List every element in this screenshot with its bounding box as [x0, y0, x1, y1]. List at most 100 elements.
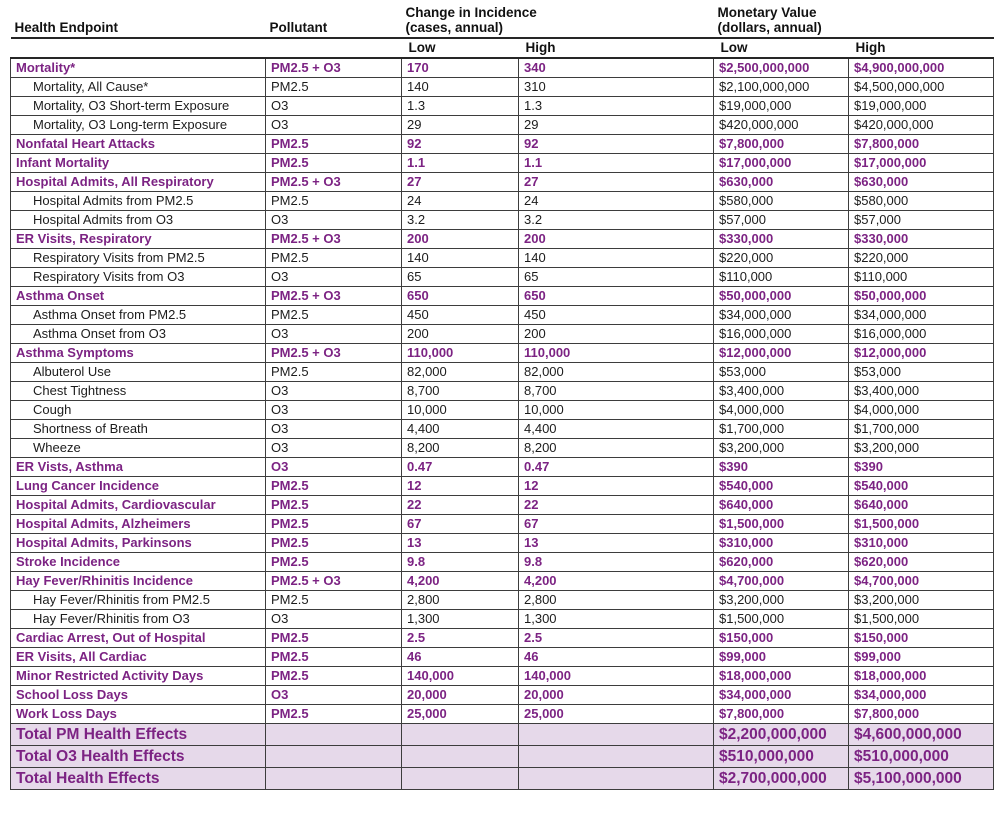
incidence-low-cell: 92	[401, 134, 519, 154]
monetary-high-cell: $4,000,000	[847, 400, 995, 420]
table-row: Lung Cancer Incidence PM2.5 12 12 $540,0…	[10, 476, 995, 496]
incidence-low-cell: 8,700	[401, 381, 519, 401]
incidence-high-cell	[518, 723, 714, 746]
incidence-low-cell	[401, 767, 519, 790]
monetary-low-cell: $7,800,000	[713, 704, 849, 724]
table-row: Hospital Admits from O3 O3 3.2 3.2 $57,0…	[10, 210, 995, 230]
incidence-low-cell: 1.1	[401, 153, 519, 173]
pollutant-cell: PM2.5	[265, 305, 402, 325]
table-row: ER Visits, All Cardiac PM2.5 46 46 $99,0…	[10, 647, 995, 667]
monetary-low-cell: $3,200,000	[713, 438, 849, 458]
table-row: Mortality, O3 Long-term Exposure O3 29 2…	[10, 115, 995, 135]
subheader-incidence-high: High	[518, 38, 714, 59]
incidence-high-cell: 24	[518, 191, 714, 211]
monetary-high-cell: $150,000	[847, 628, 995, 648]
table-row: ER Visits, Respiratory PM2.5 + O3 200 20…	[10, 229, 995, 249]
health-endpoint-cell: Hay Fever/Rhinitis Incidence	[10, 571, 266, 591]
incidence-low-cell: 140,000	[401, 666, 519, 686]
subheader-empty-pollutant	[265, 38, 402, 59]
monetary-low-cell: $57,000	[713, 210, 849, 230]
incidence-low-cell: 3.2	[401, 210, 519, 230]
incidence-low-cell: 10,000	[401, 400, 519, 420]
incidence-high-cell: 82,000	[518, 362, 714, 382]
monetary-high-cell: $630,000	[847, 172, 995, 192]
incidence-low-cell: 27	[401, 172, 519, 192]
pollutant-cell: PM2.5	[265, 552, 402, 572]
pollutant-cell: O3	[265, 419, 402, 439]
monetary-low-cell: $50,000,000	[713, 286, 849, 306]
monetary-high-cell: $390	[847, 457, 995, 477]
monetary-high-cell: $620,000	[847, 552, 995, 572]
monetary-high-cell: $1,500,000	[847, 609, 995, 629]
incidence-low-cell: 4,400	[401, 419, 519, 439]
health-endpoint-cell: Cardiac Arrest, Out of Hospital	[10, 628, 266, 648]
incidence-low-cell: 200	[401, 324, 519, 344]
monetary-low-cell: $420,000,000	[713, 115, 849, 135]
table-row: Mortality, O3 Short-term Exposure O3 1.3…	[10, 96, 995, 116]
table-row: Hospital Admits from PM2.5 PM2.5 24 24 $…	[10, 191, 995, 211]
incidence-low-cell: 24	[401, 191, 519, 211]
pollutant-cell: PM2.5	[265, 77, 402, 97]
incidence-high-cell: 140,000	[518, 666, 714, 686]
low-high-subheader-row: Low High Low High	[10, 38, 994, 59]
monetary-low-cell: $150,000	[713, 628, 849, 648]
monetary-low-cell: $330,000	[713, 229, 849, 249]
health-endpoint-cell: Hospital Admits, Cardiovascular	[10, 495, 266, 515]
health-endpoint-cell: Hospital Admits, Alzheimers	[10, 514, 266, 534]
monetary-high-cell: $3,200,000	[847, 438, 995, 458]
health-endpoint-cell: Respiratory Visits from PM2.5	[10, 248, 266, 268]
monetary-low-cell: $53,000	[713, 362, 849, 382]
incidence-high-cell: 10,000	[518, 400, 714, 420]
pollutant-cell: O3	[265, 685, 402, 705]
monetary-low-cell: $110,000	[713, 267, 849, 287]
pollutant-cell: PM2.5	[265, 476, 402, 496]
monetary-low-cell: $390	[713, 457, 849, 477]
health-endpoint-cell: Hospital Admits, All Respiratory	[10, 172, 266, 192]
health-endpoint-cell: Asthma Symptoms	[10, 343, 266, 363]
table-row: Chest Tightness O3 8,700 8,700 $3,400,00…	[10, 381, 995, 401]
incidence-high-cell	[518, 767, 714, 790]
incidence-low-cell: 12	[401, 476, 519, 496]
pollutant-cell: PM2.5	[265, 704, 402, 724]
incidence-low-cell: 4,200	[401, 571, 519, 591]
incidence-high-cell: 2.5	[518, 628, 714, 648]
incidence-high-cell: 65	[518, 267, 714, 287]
incidence-high-cell: 25,000	[518, 704, 714, 724]
monetary-high-cell: $34,000,000	[847, 685, 995, 705]
incidence-low-cell: 200	[401, 229, 519, 249]
subheader-incidence-low: Low	[401, 38, 519, 59]
incidence-low-cell: 46	[401, 647, 519, 667]
incidence-high-cell	[518, 745, 714, 768]
monetary-low-cell: $4,700,000	[713, 571, 849, 591]
health-endpoint-cell: Total O3 Health Effects	[10, 745, 266, 768]
health-endpoint-cell: Lung Cancer Incidence	[10, 476, 266, 496]
incidence-high-cell: 22	[518, 495, 714, 515]
table-row: Albuterol Use PM2.5 82,000 82,000 $53,00…	[10, 362, 995, 382]
monetary-low-cell: $510,000,000	[713, 745, 849, 768]
monetary-high-cell: $580,000	[847, 191, 995, 211]
incidence-high-cell: 1,300	[518, 609, 714, 629]
pollutant-cell	[265, 723, 402, 746]
health-endpoint-cell: Hospital Admits, Parkinsons	[10, 533, 266, 553]
monetary-low-cell: $99,000	[713, 647, 849, 667]
incidence-low-cell: 1,300	[401, 609, 519, 629]
incidence-high-cell: 2,800	[518, 590, 714, 610]
monetary-low-cell: $19,000,000	[713, 96, 849, 116]
incidence-low-cell: 170	[401, 57, 519, 78]
health-endpoint-cell: Cough	[10, 400, 266, 420]
health-endpoint-cell: ER Visits, Respiratory	[10, 229, 266, 249]
pollutant-cell	[265, 767, 402, 790]
health-endpoint-cell: Asthma Onset from O3	[10, 324, 266, 344]
table-row: Total O3 Health Effects $510,000,000 $51…	[10, 745, 995, 768]
col-header-pollutant: Pollutant	[265, 3, 402, 39]
health-endpoint-cell: Mortality*	[10, 57, 266, 78]
incidence-low-cell: 140	[401, 248, 519, 268]
monetary-low-cell: $1,500,000	[713, 609, 849, 629]
monetary-low-cell: $640,000	[713, 495, 849, 515]
pollutant-cell: PM2.5	[265, 533, 402, 553]
monetary-high-cell: $4,700,000	[847, 571, 995, 591]
table-row: Respiratory Visits from O3 O3 65 65 $110…	[10, 267, 995, 287]
monetary-low-cell: $18,000,000	[713, 666, 849, 686]
incidence-low-cell: 65	[401, 267, 519, 287]
monetary-high-cell: $4,500,000,000	[847, 77, 995, 97]
